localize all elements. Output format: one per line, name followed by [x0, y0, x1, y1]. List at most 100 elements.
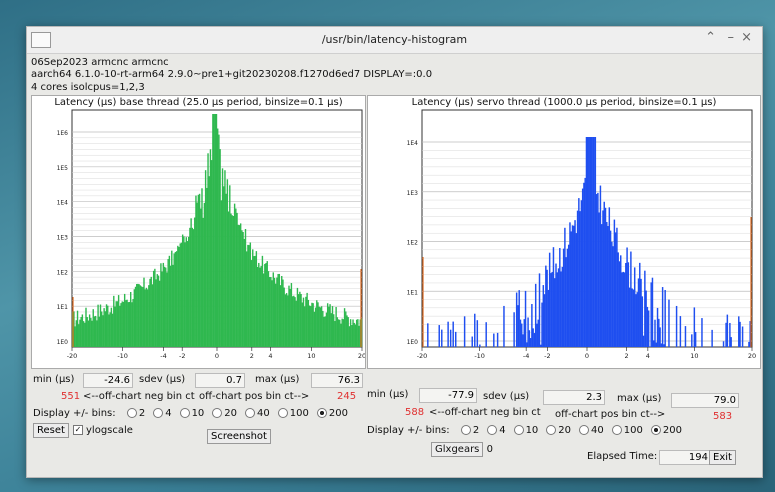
base-bar: [258, 262, 260, 347]
screenshot-button[interactable]: Screenshot: [207, 429, 271, 444]
base-bar: [214, 114, 216, 347]
servo-bins-option-40[interactable]: 40: [571, 425, 604, 436]
base-bar: [191, 227, 194, 347]
base-bar: [81, 314, 84, 347]
servo-bar: [631, 288, 633, 347]
servo-bins-option-10[interactable]: 10: [506, 425, 538, 436]
base-bar: [148, 285, 150, 347]
servo-bar: [564, 227, 566, 347]
base-bar: [131, 302, 133, 347]
base-bar: [133, 289, 136, 347]
servo-bar: [609, 230, 612, 347]
base-bins-option-2[interactable]: 2: [119, 408, 145, 419]
servo-x-tick-label: 20: [748, 352, 756, 360]
base-bar: [82, 321, 85, 347]
close-icon[interactable]: ×: [741, 30, 752, 45]
base-bar: [149, 278, 151, 347]
base-x-tick-label: -10: [117, 352, 128, 360]
base-bar: [305, 296, 307, 347]
servo-bar: [529, 338, 532, 347]
servo-bar: [551, 271, 553, 347]
servo-bins-option-200[interactable]: 200: [643, 425, 682, 436]
servo-bar: [684, 326, 687, 347]
servo-y-tick-label: 1E2: [407, 240, 419, 247]
base-bar: [288, 285, 290, 347]
base-bar: [250, 260, 253, 347]
servo-bar: [438, 325, 440, 347]
servo-bar: [557, 268, 560, 347]
exit-button[interactable]: Exit: [709, 450, 736, 465]
base-bar: [178, 247, 180, 347]
base-sdev-label: sdev (µs): [139, 374, 186, 385]
servo-max-label: max (µs): [617, 393, 662, 404]
ylogscale-checkbox[interactable]: ✓ ylogscale: [73, 425, 133, 436]
servo-bar: [725, 322, 727, 347]
base-bins-option-200[interactable]: 200: [309, 408, 348, 419]
servo-bar: [485, 322, 487, 347]
servo-bar: [570, 231, 572, 347]
base-bar: [78, 324, 80, 347]
base-bar: [144, 289, 146, 347]
base-x-tick-label: -2: [179, 352, 185, 360]
base-bins-option-4[interactable]: 4: [145, 408, 172, 419]
maximize-icon[interactable]: ⌃: [705, 30, 716, 45]
base-bar: [109, 312, 111, 347]
servo-bar: [653, 340, 655, 347]
base-bar: [221, 168, 224, 347]
base-bar: [331, 306, 334, 347]
base-bar: [252, 249, 254, 347]
base-bins-option-40[interactable]: 40: [237, 408, 270, 419]
base-radio-icon: [277, 408, 288, 418]
base-bar: [243, 238, 245, 347]
servo-bins-option-4[interactable]: 4: [479, 425, 506, 436]
base-bar: [226, 179, 229, 347]
base-bar: [159, 280, 161, 347]
minimize-icon[interactable]: –: [727, 30, 735, 45]
servo-bins-option-100[interactable]: 100: [604, 425, 643, 436]
base-bins-option-100[interactable]: 100: [270, 408, 309, 419]
base-bins-option-20[interactable]: 20: [204, 408, 237, 419]
base-max-value: 76.3: [311, 373, 363, 388]
base-bar: [255, 251, 258, 347]
base-bar: [102, 315, 104, 347]
base-bar: [117, 295, 120, 347]
servo-bar: [633, 267, 636, 347]
servo-x-tick-label: 4: [646, 352, 650, 360]
base-bar: [354, 324, 357, 347]
base-bar: [351, 325, 353, 347]
base-bins-option-label: 4: [165, 408, 172, 419]
base-max-label: max (µs): [255, 374, 300, 385]
servo-bar: [644, 270, 646, 347]
servo-bar: [571, 225, 574, 347]
servo-bins-option-label: 2: [472, 425, 480, 436]
base-bar: [156, 274, 158, 347]
base-bar: [212, 114, 214, 347]
base-radio-icon: [179, 408, 190, 418]
glxgears-field[interactable]: Glxgears 0: [431, 442, 493, 457]
servo-y-tick-label: 1E4: [407, 140, 419, 147]
base-bar: [278, 273, 281, 347]
base-bins-option-10[interactable]: 10: [172, 408, 204, 419]
servo-bar: [546, 269, 548, 347]
base-bar: [93, 316, 96, 347]
latency-histogram-window: /usr/bin/latency-histogram ⌃ – × 06Sep20…: [26, 26, 763, 478]
window-menu-button[interactable]: [31, 32, 51, 48]
glxgears-button[interactable]: Glxgears: [431, 442, 484, 457]
servo-bar: [613, 219, 616, 347]
base-bar: [136, 283, 138, 347]
base-bar: [306, 292, 308, 347]
servo-bins-option-20[interactable]: 20: [538, 425, 571, 436]
reset-button[interactable]: Reset: [33, 423, 69, 438]
base-bar: [307, 299, 310, 347]
base-bar: [330, 313, 332, 347]
base-bar: [173, 253, 175, 347]
servo-bar: [664, 289, 666, 347]
servo-display-bins: Display +/- bins: 2 4 10 20 40 100 200: [367, 425, 682, 436]
base-bar: [341, 318, 343, 347]
base-bar: [130, 292, 132, 347]
servo-bins-option-2[interactable]: 2: [453, 425, 479, 436]
servo-bar: [612, 246, 614, 347]
base-bar: [272, 272, 274, 347]
servo-bar: [749, 321, 751, 347]
